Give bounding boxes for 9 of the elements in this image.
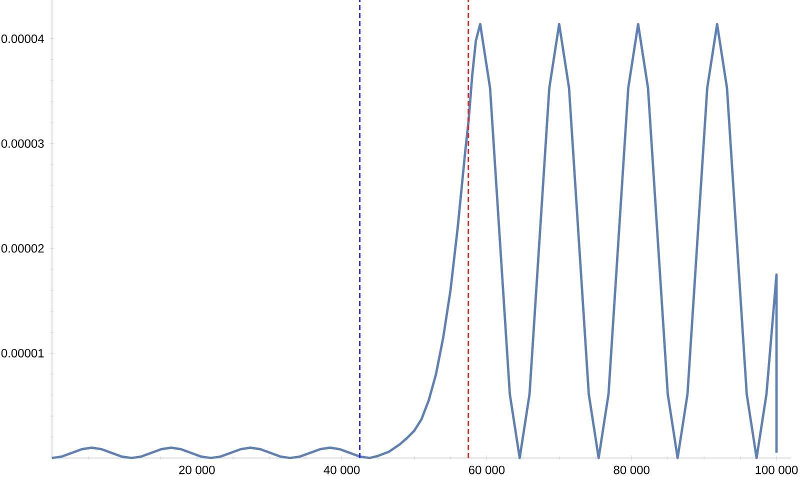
x-tick-label: 60 000 (468, 466, 505, 474)
x-tick-label: 80 000 (614, 466, 650, 474)
x-tick-label: 100 000 (756, 466, 798, 474)
x-tick-label: 40 000 (324, 466, 360, 474)
y-tick-label: 0.00001 (1, 348, 44, 358)
y-tick-label: 0.00003 (1, 139, 44, 148)
x-tick-label: 20 000 (179, 466, 215, 474)
y-tick-label: 0.00002 (1, 244, 44, 253)
y-tick-label: 0.00004 (1, 34, 44, 44)
